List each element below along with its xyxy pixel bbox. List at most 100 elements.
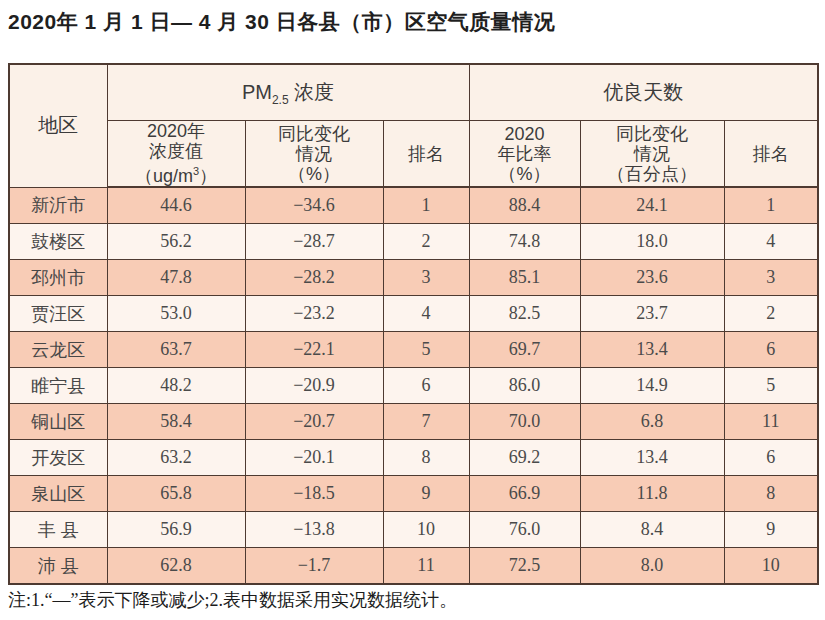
table-row: 沛 县 62.8 −1.7 11 72.5 8.0 10 (9, 548, 818, 585)
cell-pm-change: −28.7 (245, 224, 383, 260)
table-row: 贾汪区 53.0 −23.2 4 82.5 23.7 2 (9, 296, 818, 332)
cell-pm-rank: 11 (383, 548, 469, 585)
cell-pm-value: 48.2 (107, 368, 245, 404)
cell-pm-value: 58.4 (107, 404, 245, 440)
good-ratio-line2: 年比率 (498, 144, 552, 164)
cell-pm-rank: 2 (383, 224, 469, 260)
cell-good-rank: 6 (724, 332, 818, 368)
page: 2020年 1 月 1 日— 4 月 30 日各县（市）区空气质量情况 地区 P… (0, 0, 825, 620)
table-row: 铜山区 58.4 −20.7 7 70.0 6.8 11 (9, 404, 818, 440)
cell-pm-change: −20.9 (245, 368, 383, 404)
cell-region: 睢宁县 (9, 368, 107, 404)
cell-good-change: 8.0 (580, 548, 724, 585)
cell-pm-value: 44.6 (107, 187, 245, 224)
cell-pm-value: 62.8 (107, 548, 245, 585)
table-row: 新沂市 44.6 −34.6 1 88.4 24.1 1 (9, 187, 818, 224)
column-header-good-change: 同比变化 情况 （百分点） (580, 121, 724, 188)
cell-pm-rank: 8 (383, 440, 469, 476)
cell-pm-change: −28.2 (245, 260, 383, 296)
cell-region: 贾汪区 (9, 296, 107, 332)
cell-pm-change: −13.8 (245, 512, 383, 548)
cell-good-ratio: 69.2 (469, 440, 580, 476)
cell-pm-rank: 6 (383, 368, 469, 404)
sub-header-row: 2020年 浓度值 （ug/m3） 同比变化 情况 （%） 排名 2020 年比… (9, 121, 818, 188)
cell-pm-change: −20.7 (245, 404, 383, 440)
table-row: 泉山区 65.8 −18.5 9 66.9 11.8 8 (9, 476, 818, 512)
cell-good-ratio: 66.9 (469, 476, 580, 512)
cell-good-change: 13.4 (580, 440, 724, 476)
cell-region: 新沂市 (9, 187, 107, 224)
cell-good-rank: 10 (724, 548, 818, 585)
cell-good-change: 23.6 (580, 260, 724, 296)
cell-region: 沛 县 (9, 548, 107, 585)
good-change-line1: 同比变化 (616, 124, 688, 144)
cell-good-ratio: 82.5 (469, 296, 580, 332)
pm-change-line2: 情况 (296, 144, 332, 164)
cell-good-ratio: 72.5 (469, 548, 580, 585)
table-row: 睢宁县 48.2 −20.9 6 86.0 14.9 5 (9, 368, 818, 404)
cell-pm-value: 53.0 (107, 296, 245, 332)
cell-pm-rank: 9 (383, 476, 469, 512)
cell-pm-value: 56.2 (107, 224, 245, 260)
cell-pm-rank: 1 (383, 187, 469, 224)
cell-good-ratio: 88.4 (469, 187, 580, 224)
group-header-pm25: PM2.5 浓度 (107, 64, 469, 121)
cell-good-change: 14.9 (580, 368, 724, 404)
air-quality-table: 地区 PM2.5 浓度 优良天数 2020年 浓度值 （ug/m3） 同比变化 … (8, 63, 819, 585)
cell-good-rank: 4 (724, 224, 818, 260)
table-body: 新沂市 44.6 −34.6 1 88.4 24.1 1 鼓楼区 56.2 −2… (9, 187, 818, 584)
cell-good-rank: 5 (724, 368, 818, 404)
cell-pm-value: 63.7 (107, 332, 245, 368)
column-header-region: 地区 (9, 64, 107, 187)
cell-pm-value: 65.8 (107, 476, 245, 512)
cell-good-change: 24.1 (580, 187, 724, 224)
cell-good-ratio: 74.8 (469, 224, 580, 260)
table-row: 云龙区 63.7 −22.1 5 69.7 13.4 6 (9, 332, 818, 368)
cell-good-change: 6.8 (580, 404, 724, 440)
table-row: 鼓楼区 56.2 −28.7 2 74.8 18.0 4 (9, 224, 818, 260)
cell-pm-rank: 10 (383, 512, 469, 548)
page-title: 2020年 1 月 1 日— 4 月 30 日各县（市）区空气质量情况 (8, 8, 555, 36)
cell-good-rank: 9 (724, 512, 818, 548)
column-header-pm-rank: 排名 (383, 121, 469, 188)
cell-region: 铜山区 (9, 404, 107, 440)
cell-pm-change: −1.7 (245, 548, 383, 585)
cell-good-rank: 11 (724, 404, 818, 440)
pm-value-line2: 浓度值 (149, 141, 203, 161)
cell-good-ratio: 86.0 (469, 368, 580, 404)
cell-good-rank: 8 (724, 476, 818, 512)
cell-good-ratio: 70.0 (469, 404, 580, 440)
cell-good-change: 13.4 (580, 332, 724, 368)
column-header-pm-change: 同比变化 情况 （%） (245, 121, 383, 188)
cell-region: 鼓楼区 (9, 224, 107, 260)
cell-pm-value: 47.8 (107, 260, 245, 296)
table-row: 丰 县 56.9 −13.8 10 76.0 8.4 9 (9, 512, 818, 548)
footnote: 注:1.“—”表示下降或减少;2.表中数据采用实况数据统计。 (8, 588, 457, 612)
cell-pm-change: −18.5 (245, 476, 383, 512)
good-change-line2: 情况 (634, 144, 670, 164)
column-header-good-rank: 排名 (724, 121, 818, 188)
cell-good-change: 18.0 (580, 224, 724, 260)
cell-pm-change: −34.6 (245, 187, 383, 224)
cell-pm-rank: 4 (383, 296, 469, 332)
cell-region: 云龙区 (9, 332, 107, 368)
cell-good-rank: 2 (724, 296, 818, 332)
pm25-label-prefix: PM (242, 81, 272, 103)
pm-value-unit-post: ） (199, 166, 217, 186)
pm-value-unit-pre: （ug/m (135, 166, 193, 186)
cell-pm-change: −20.1 (245, 440, 383, 476)
table-header: 地区 PM2.5 浓度 优良天数 2020年 浓度值 （ug/m3） 同比变化 … (9, 64, 818, 187)
cell-good-rank: 1 (724, 187, 818, 224)
cell-good-ratio: 85.1 (469, 260, 580, 296)
cell-good-rank: 3 (724, 260, 818, 296)
cell-region: 丰 县 (9, 512, 107, 548)
group-header-good-days: 优良天数 (469, 64, 818, 121)
cell-pm-change: −23.2 (245, 296, 383, 332)
pm25-subscript: 2.5 (272, 93, 289, 107)
cell-region: 邳州市 (9, 260, 107, 296)
good-change-line3: （百分点） (607, 164, 697, 184)
cell-pm-change: −22.1 (245, 332, 383, 368)
cell-good-change: 23.7 (580, 296, 724, 332)
cell-good-ratio: 69.7 (469, 332, 580, 368)
good-ratio-line1: 2020 (504, 124, 544, 144)
